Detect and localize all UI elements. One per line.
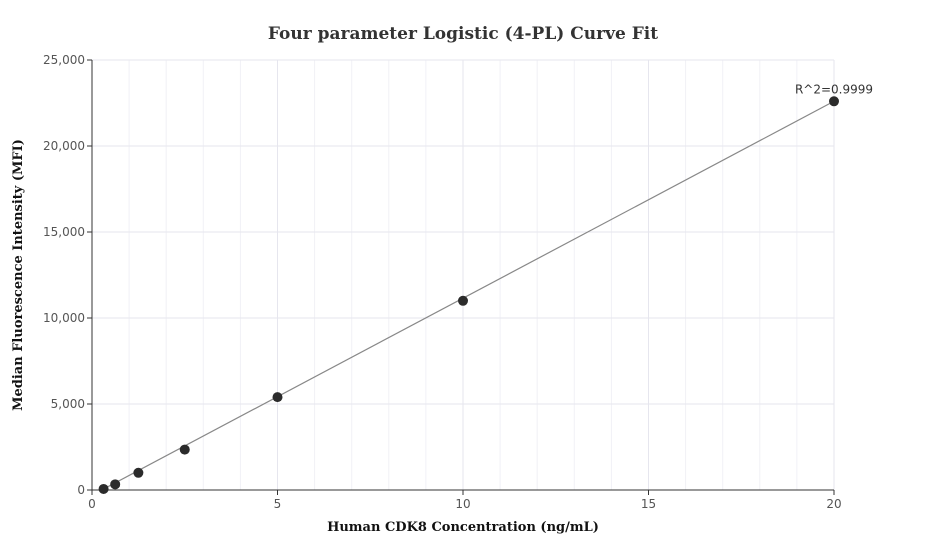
tick-labels: 0 5 10 15 20 0 5,000 10,000 15,000 20,000 25,000 (43, 53, 842, 511)
x-tick-label: 10 (455, 497, 470, 511)
data-point (458, 295, 468, 306)
y-tick-label: 20,000 (43, 139, 85, 153)
data-point (179, 444, 190, 455)
grid (92, 59, 835, 490)
data-point (829, 96, 839, 107)
y-tick-label: 25,000 (43, 53, 85, 67)
x-tick-label: 20 (826, 497, 841, 511)
data-point (272, 392, 283, 403)
data-point (110, 479, 121, 490)
y-tick-label: 10,000 (43, 311, 85, 325)
x-axis-title: Human CDK8 Concentration (ng/mL) (327, 520, 599, 535)
fit-curve (103, 100, 835, 490)
data-point (133, 467, 144, 478)
chart-title: Four parameter Logistic (4-PL) Curve Fit (268, 24, 658, 44)
axes (87, 59, 835, 495)
y-tick-label: 15,000 (43, 225, 85, 239)
y-axis-title: Median Fluorescence Intensity (MFI) (11, 139, 26, 411)
data-point (98, 483, 109, 494)
x-tick-label: 0 (88, 497, 96, 511)
fit-line (103, 100, 835, 490)
y-tick-label: 0 (77, 483, 85, 497)
y-tick-label: 5,000 (51, 397, 85, 411)
x-tick-label: 15 (641, 497, 656, 511)
r-squared-annotation: R^2=0.9999 (795, 82, 873, 96)
data-points (98, 96, 839, 494)
x-tick-label: 5 (274, 497, 282, 511)
